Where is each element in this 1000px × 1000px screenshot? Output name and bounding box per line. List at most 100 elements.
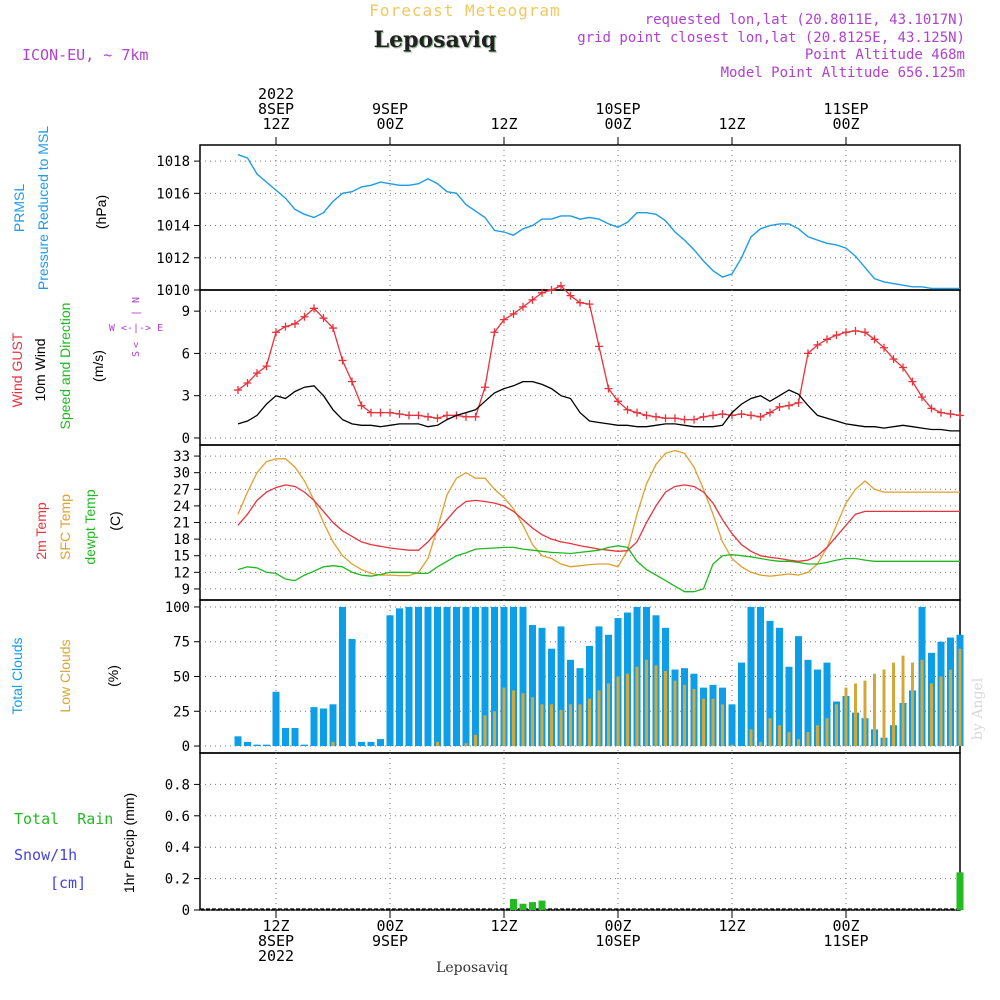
low-cloud-bar	[825, 718, 829, 747]
gust-marker	[889, 355, 898, 364]
y-tick-label: 33	[173, 449, 190, 465]
gust-marker	[329, 324, 337, 333]
low-cloud-bar	[588, 698, 591, 747]
bottom-time-label: 00Z	[832, 917, 859, 935]
gust-marker	[766, 408, 774, 417]
gust-marker	[709, 411, 717, 420]
bottom-time-label: 8SEP	[258, 932, 294, 950]
y-tick-label: 12	[173, 565, 190, 581]
total-cloud-bar	[500, 606, 508, 747]
bottom-time-label: 12Z	[490, 917, 517, 935]
low-cloud-bar	[493, 711, 496, 747]
total-cloud-bar	[253, 744, 261, 747]
gust-marker	[509, 309, 518, 318]
low-cloud-bar	[692, 689, 696, 747]
total-cloud-bar	[510, 606, 517, 747]
gust-marker	[481, 383, 489, 392]
total-cloud-bar	[795, 636, 802, 747]
top-time-label: 00Z	[604, 115, 631, 133]
low-cloud-bar	[806, 732, 810, 747]
gust-marker	[861, 328, 869, 337]
y-tick-label: 0.4	[165, 840, 190, 856]
low-cloud-bar	[759, 741, 762, 747]
bottom-time-label: 00Z	[376, 917, 403, 935]
wind-10m-label: 10m Wind	[32, 338, 48, 401]
y-tick-label: 1016	[156, 186, 190, 202]
compass-s: S	[131, 351, 142, 357]
total-cloud-bar	[320, 708, 327, 747]
total-cloud-bar	[814, 669, 821, 747]
gust-marker	[557, 281, 565, 290]
gust-marker	[395, 410, 404, 418]
compass-n: N	[131, 297, 142, 303]
wind-direction-label: Speed and Direction	[57, 303, 73, 430]
bottom-time-label: 11SEP	[823, 932, 868, 950]
total-cloud-bar	[804, 659, 812, 747]
gust-marker	[927, 404, 936, 413]
y-tick-label: 0	[182, 739, 190, 755]
low-cloud-bar	[721, 704, 724, 747]
gust-marker	[918, 393, 926, 402]
gust-marker	[813, 340, 822, 349]
low-cloud-bar	[578, 704, 582, 747]
gust-marker	[680, 415, 689, 424]
y-tick-label: 1012	[156, 251, 190, 267]
rain-label: Total Rain	[14, 810, 113, 828]
low-cloud-bar	[597, 690, 601, 747]
gust-marker	[956, 411, 964, 420]
total-cloud-bar	[434, 606, 441, 747]
total-cloud-bar	[595, 626, 603, 747]
wind-line	[237, 380, 960, 432]
panel-frame	[199, 289, 961, 446]
low-cloud-bar	[531, 697, 534, 747]
gust-marker	[585, 300, 594, 309]
gust-marker	[300, 312, 309, 321]
low-cloud-bar	[483, 715, 487, 747]
low-cloud-bar	[683, 684, 686, 747]
total-cloud-bar	[263, 744, 270, 747]
gust-marker	[823, 335, 831, 344]
low-cloud-bar	[920, 659, 924, 747]
y-tick-label: 9	[182, 582, 190, 598]
gust-marker	[234, 386, 242, 395]
model-label: ICON-EU, ~ 7km	[22, 46, 148, 64]
low-cloud-bar	[844, 687, 848, 747]
y-tick-label: 0	[182, 431, 190, 447]
low-cloud-bar	[939, 676, 943, 747]
total-cloud-bar	[567, 659, 574, 747]
rain-bar	[519, 903, 527, 910]
axis-layer: 1010101210141016101803699121518212427303…	[156, 85, 868, 965]
top-time-label: 12Z	[262, 115, 289, 133]
y-tick-label: 15	[173, 549, 190, 565]
total-cloud-bar	[529, 625, 536, 747]
low-cloud-bar	[540, 704, 544, 747]
gust-marker	[433, 414, 442, 423]
gust-marker	[490, 328, 499, 337]
total-cloud-bar	[557, 626, 565, 747]
top-time-label: 8SEP	[258, 100, 294, 118]
total-cloud-bar	[329, 704, 337, 747]
total-cloud-bar	[785, 666, 793, 747]
gust-marker	[880, 343, 888, 352]
total-cloud-bar	[358, 741, 365, 747]
y-tick-label: 100	[165, 600, 190, 616]
watermark: by Angel	[970, 677, 986, 740]
pressure-unit: (hPa)	[93, 195, 109, 229]
gust-marker	[357, 401, 366, 410]
gust-marker	[528, 295, 537, 304]
requested-coords: requested lon,lat (20.8011E, 43.1017N)	[645, 12, 965, 28]
pressure-label-prmsl: PRMSL	[11, 184, 27, 232]
low-cloud-bar	[930, 683, 933, 747]
low-cloud-bar	[816, 725, 819, 747]
total-cloud-bar	[738, 662, 745, 747]
gust-marker	[310, 304, 318, 313]
total-cloud-bar	[443, 606, 451, 747]
super-title: Forecast Meteogram	[369, 1, 560, 20]
y-tick-label: 1010	[156, 283, 190, 299]
total-clouds-label: Total Clouds	[9, 637, 25, 714]
gust-marker	[870, 335, 879, 344]
low-cloud-bar	[673, 680, 677, 747]
low-cloud-bar	[436, 741, 439, 747]
total-cloud-bar	[519, 606, 527, 747]
top-time-label: 9SEP	[372, 100, 408, 118]
